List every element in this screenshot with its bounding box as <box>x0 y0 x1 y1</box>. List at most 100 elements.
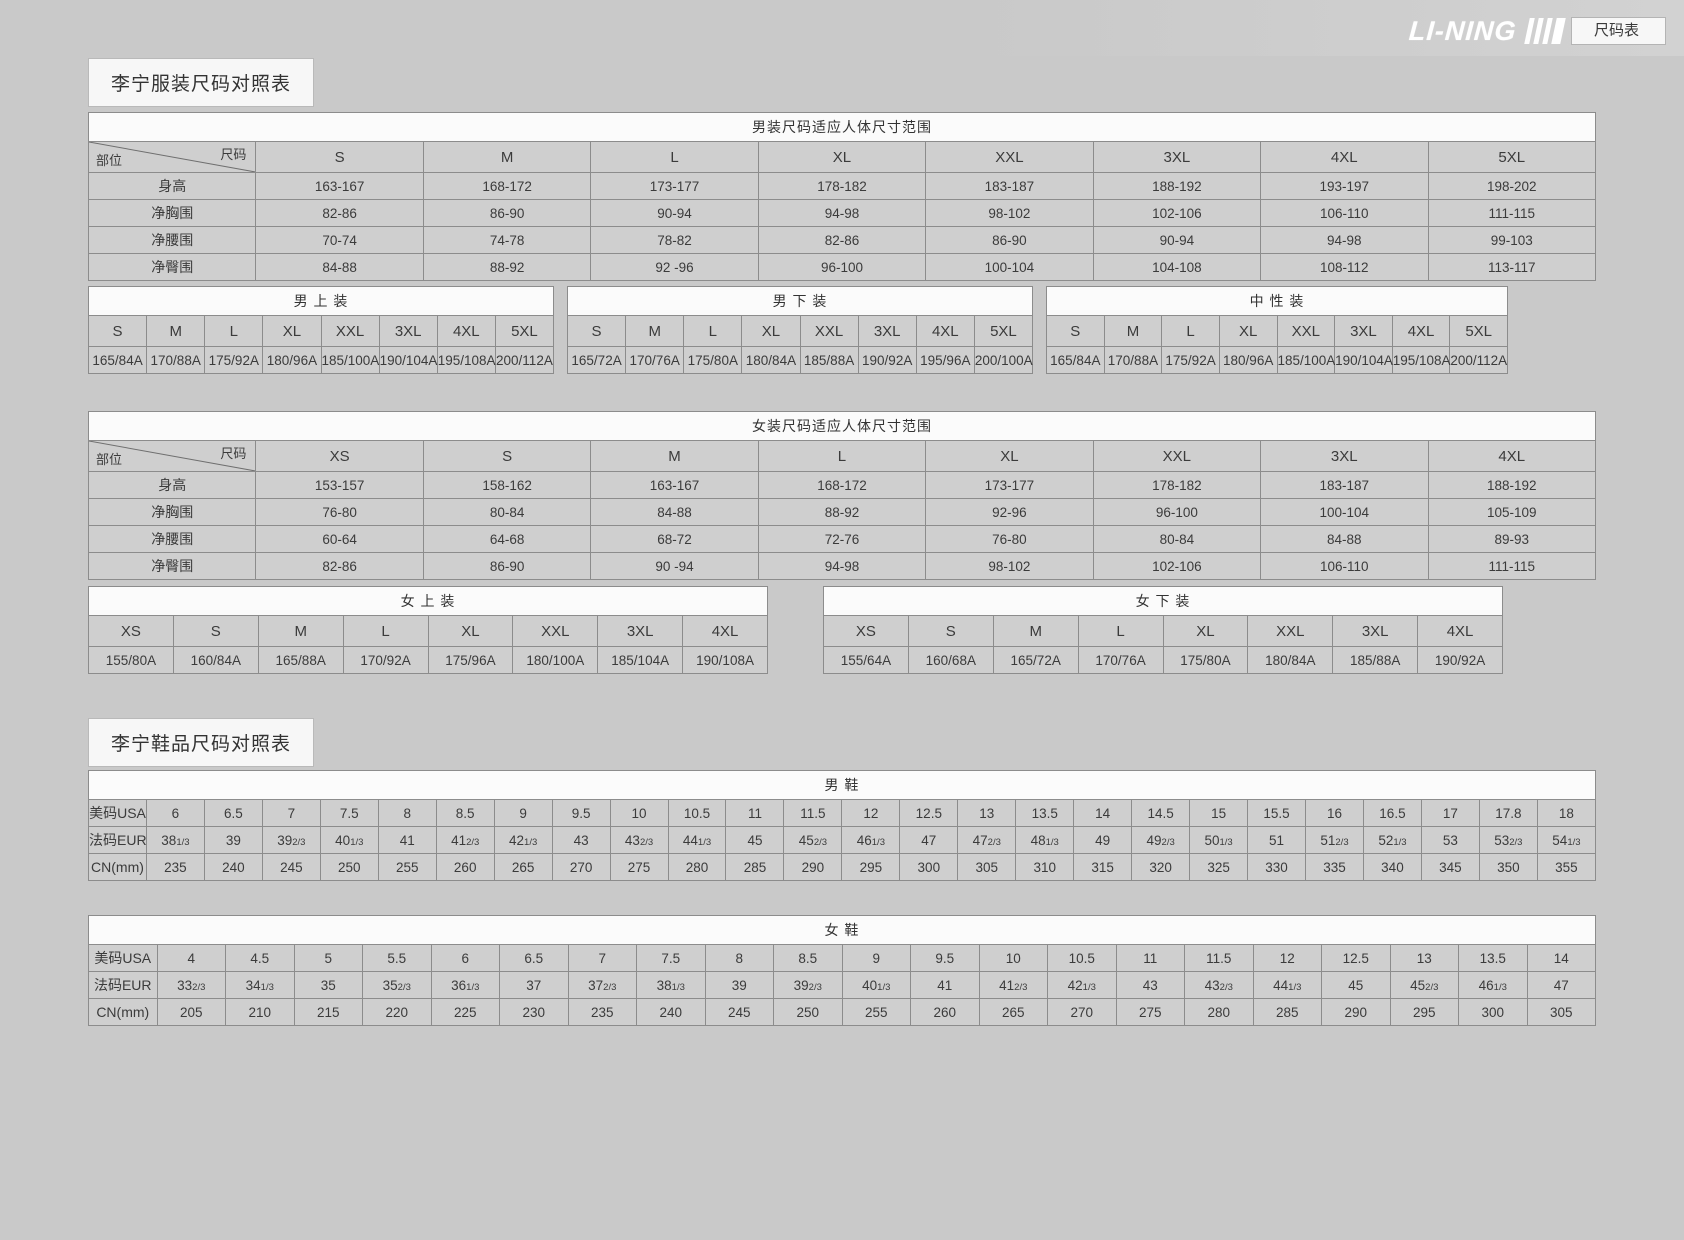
table-cell: 315 <box>1073 853 1133 881</box>
table-cell: 18 <box>1536 799 1597 827</box>
table-cell: 100-104 <box>925 253 1094 281</box>
corner-row-label: 部位 <box>96 153 123 168</box>
table-cell: 14 <box>1526 944 1596 972</box>
men_tops-table: 男 上 装 S M L XL XXL 3XL 4XL 5XL 165/84A 170/88A 175/… <box>87 286 555 374</box>
size-header-cell: XL <box>741 315 801 347</box>
table-row: CN(mm) 205 210 215 220 225 230 235 240 245 250 255 2… <box>88 998 1596 1026</box>
size-header-cell: S <box>172 615 259 647</box>
size-header-cell: L <box>757 440 927 472</box>
table-cell: 168-172 <box>757 471 927 499</box>
table-cell: 472/3 <box>957 826 1017 854</box>
table-cell: 185/88A <box>799 346 859 374</box>
table-cell: 180/96A <box>262 346 322 374</box>
table-cell: 300 <box>899 853 959 881</box>
size-header-cell: XS <box>255 440 424 472</box>
table-cell: 412/3 <box>435 826 495 854</box>
table-cell: 98-102 <box>925 552 1094 580</box>
table-cell: 165/72A <box>992 646 1079 674</box>
table-cell: 185/88A <box>1332 646 1419 674</box>
table-cell: 82-86 <box>757 226 927 254</box>
table-cell: 295 <box>841 853 901 881</box>
table-cell: 92 -96 <box>590 253 759 281</box>
size-header-cell: L <box>590 141 759 173</box>
table-row: 法码EUR 332/3 341/3 35 352/3 361/3 37 372/3 381/3 3… <box>88 971 1596 999</box>
table-caption: 女装尺码适应人体尺寸范围 <box>88 411 1596 441</box>
size-header-cell: L <box>683 315 743 347</box>
table-cell: 461/3 <box>841 826 901 854</box>
women_body-table: 女装尺码适应人体尺寸范围 部位 尺码 XS S M L XL XXL 3XL 4XL 身高 153-15… <box>87 411 1596 580</box>
table-cell: 35 <box>293 971 363 999</box>
table-caption-row: 男 上 装 <box>88 286 554 316</box>
table-cell: 37 <box>499 971 569 999</box>
table-cell: 165/84A <box>87 346 148 374</box>
table-row: 美码USA 4 4.5 5 5.5 6 6.5 7 7.5 8 8.5 9 9.5 10 10.5 11 11.… <box>88 944 1596 972</box>
diagonal-corner-cell: 部位 尺码 <box>87 440 257 472</box>
table-cell: 412/3 <box>978 971 1048 999</box>
table-cell: 14.5 <box>1131 799 1191 827</box>
table-cell: 98-102 <box>925 199 1094 227</box>
table-row: 165/72A 170/76A 175/80A 180/84A 185/88A 190/9… <box>566 346 1034 374</box>
size-header-cell: L <box>1077 615 1164 647</box>
row-label-cell: 美码USA <box>88 799 147 827</box>
table-cell: 245 <box>704 998 774 1026</box>
table-cell: 421/3 <box>493 826 553 854</box>
table-cell: 235 <box>567 998 637 1026</box>
table-cell: 225 <box>430 998 500 1026</box>
table-cell: 13 <box>1389 944 1459 972</box>
table-cell: 163-167 <box>255 172 424 200</box>
size-header-cell: XXL <box>1092 440 1262 472</box>
women_bottoms-table: 女 下 装 XS S M L XL XXL 3XL 4XL 155/64A 160/68A 165/7… <box>823 586 1503 674</box>
table-cell: 8 <box>704 944 774 972</box>
table-cell: 47 <box>1526 971 1596 999</box>
men_body-table: 男装尺码适应人体尺寸范围 部位 尺码 S M L XL XXL 3XL 4XL 5XL 身高 163-1… <box>87 112 1596 281</box>
table-cell: 80-84 <box>422 498 592 526</box>
table-row: 身高 163-167 168-172 173-177 178-182 183-187 188… <box>87 172 1596 200</box>
table-cell: 260 <box>910 998 980 1026</box>
table-caption-row: 女装尺码适应人体尺寸范围 <box>88 411 1596 441</box>
table-cell: 178-182 <box>757 172 927 200</box>
table-cell: 501/3 <box>1189 826 1249 854</box>
size-header-cell: 4XL <box>1427 440 1596 472</box>
table-cell: 168-172 <box>422 172 592 200</box>
table-cell: 280 <box>1184 998 1254 1026</box>
table-cell: 180/96A <box>1218 346 1278 374</box>
table-header-row: S M L XL XXL 3XL 4XL 5XL <box>87 315 555 347</box>
table-cell: 7.5 <box>636 944 706 972</box>
table-cell: 185/100A <box>1276 346 1335 374</box>
table-cell: 265 <box>493 853 553 881</box>
table-row: CN(mm) 235 240 245 250 255 260 265 270 275 280 285 2… <box>88 853 1597 881</box>
size-header-cell: S <box>907 615 994 647</box>
table-cell: 96-100 <box>1092 498 1262 526</box>
size-header-cell: S <box>87 315 148 347</box>
table-cell: 335 <box>1305 853 1364 881</box>
table-cell: 41 <box>910 971 980 999</box>
table-cell: 90 -94 <box>590 552 759 580</box>
table-cell: 280 <box>667 853 727 881</box>
table-cell: 341/3 <box>225 971 295 999</box>
size-header-cell: 5XL <box>494 315 555 347</box>
table-cell: 421/3 <box>1047 971 1117 999</box>
table-cell: 188-192 <box>1427 471 1596 499</box>
table-cell: 94-98 <box>757 199 927 227</box>
size-chart-tab[interactable]: 尺码表 <box>1570 17 1666 45</box>
table-cell: 275 <box>609 853 669 881</box>
table-cell: 11 <box>1115 944 1185 972</box>
table-cell: 8.5 <box>773 944 843 972</box>
table-caption: 女 鞋 <box>88 915 1596 945</box>
table-cell: 325 <box>1189 853 1249 881</box>
table-cell: 340 <box>1362 853 1422 881</box>
size-header-cell: L <box>342 615 429 647</box>
table-cell: 11.5 <box>1184 944 1254 972</box>
table-cell: 82-86 <box>255 552 424 580</box>
table-cell: 45 <box>1321 971 1391 999</box>
size-header-cell: S <box>255 141 424 173</box>
table-cell: 9.5 <box>910 944 980 972</box>
table-cell: 160/84A <box>172 646 259 674</box>
table-cell: 11 <box>725 799 785 827</box>
table-cell: 104-108 <box>1092 253 1262 281</box>
size-header-cell: 5XL <box>1449 315 1508 347</box>
table-cell: 13.5 <box>1458 944 1528 972</box>
table-cell: 190/92A <box>1417 646 1503 674</box>
size-header-cell: 5XL <box>1427 141 1596 173</box>
row-label-cell: 美码USA <box>88 944 158 972</box>
